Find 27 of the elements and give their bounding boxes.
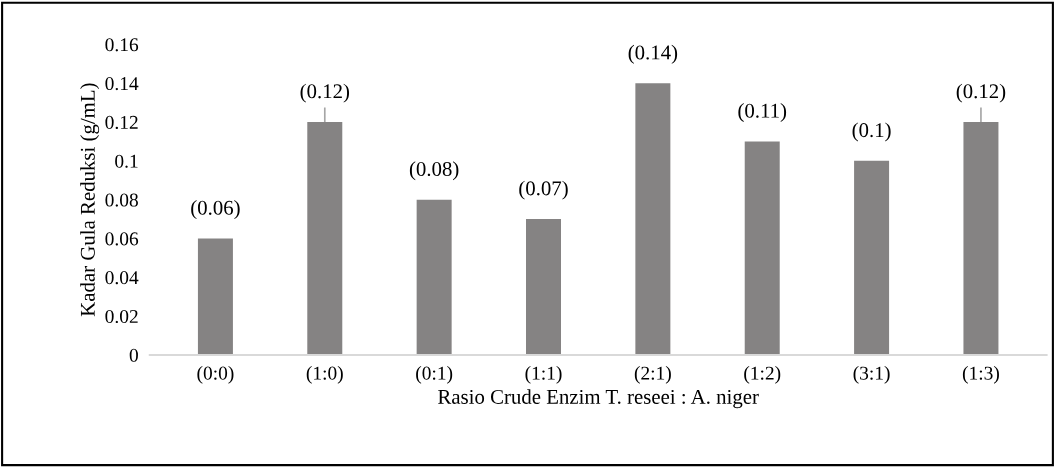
data-label: (0.12): [300, 83, 350, 103]
x-tick-label: (1:1): [525, 366, 562, 384]
x-tick-label: (3:1): [853, 366, 890, 384]
x-tick-label: (1:2): [744, 366, 781, 384]
y-tick-label: 0.04: [105, 271, 139, 285]
data-label: (0.11): [738, 103, 787, 122]
x-tick-label: (2:1): [634, 366, 671, 384]
x-tick-label: (1:0): [306, 366, 343, 384]
x-tick-label: (0:0): [197, 366, 234, 384]
y-tick-label: 0.1: [115, 154, 138, 168]
x-tick-label: (1:3): [962, 366, 999, 384]
data-label: (0.07): [519, 180, 568, 200]
y-tick-label: 0.12: [105, 115, 138, 130]
x-tick-label: (0:1): [416, 366, 453, 384]
x-axis-title: Rasio Crude Enzim T. reseei : A. niger: [438, 389, 759, 409]
data-label: (0.14): [628, 44, 678, 64]
y-tick-label: 0.06: [105, 232, 139, 246]
data-label: (0.08): [409, 161, 459, 181]
y-tick-label: 0.08: [105, 193, 138, 207]
y-tick-label: 0.16: [105, 38, 139, 52]
y-tick-label: 0.02: [105, 309, 138, 324]
y-axis-title: Kadar Gula Reduksi (g/mL): [80, 83, 100, 317]
data-label: (0.1): [852, 122, 891, 142]
y-tick-label: 0.14: [105, 77, 139, 91]
data-label: (0.06): [191, 200, 240, 220]
y-tick-label: 0: [129, 348, 138, 362]
data-label: (0.12): [956, 83, 1006, 103]
